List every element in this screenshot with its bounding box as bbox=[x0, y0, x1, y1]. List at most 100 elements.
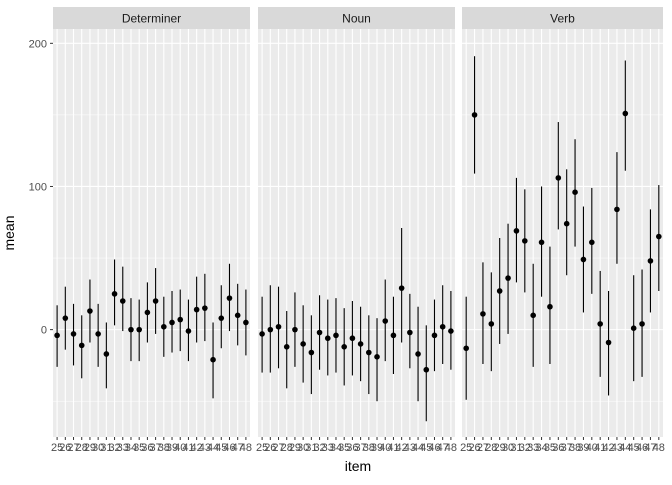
mean-point bbox=[597, 321, 603, 327]
mean-point bbox=[185, 328, 192, 334]
mean-point bbox=[267, 326, 274, 333]
x-tick-label: 40 bbox=[379, 442, 391, 454]
mean-point bbox=[193, 306, 200, 313]
mean-point bbox=[316, 329, 323, 336]
mean-point bbox=[349, 335, 356, 342]
x-tick-label: 41 bbox=[182, 442, 194, 454]
mean-point bbox=[226, 295, 233, 301]
x-tick-label: 47 bbox=[437, 442, 449, 454]
x-tick-label: 33 bbox=[117, 442, 129, 454]
facet-strip bbox=[258, 7, 455, 29]
y-tick-label: 0 bbox=[41, 325, 47, 337]
mean-point bbox=[210, 356, 216, 363]
mean-point bbox=[605, 339, 612, 346]
x-tick-label: 31 bbox=[510, 442, 522, 454]
x-tick-label: 26 bbox=[59, 442, 71, 454]
mean-point bbox=[324, 335, 331, 342]
mean-point bbox=[234, 312, 241, 319]
x-tick-label: 31 bbox=[100, 442, 112, 454]
mean-point bbox=[78, 342, 85, 349]
x-tick-label: 42 bbox=[191, 442, 203, 454]
mean-point bbox=[259, 331, 265, 337]
mean-point bbox=[407, 329, 413, 336]
panel-noun: Noun 252627282930313233343536373839404142… bbox=[256, 7, 457, 454]
x-tick-label: 47 bbox=[644, 442, 656, 454]
mean-point bbox=[505, 275, 511, 281]
x-tick-label: 43 bbox=[199, 442, 211, 454]
panel-background bbox=[53, 29, 250, 437]
x-tick-label: 46 bbox=[428, 442, 440, 454]
facet-strip bbox=[462, 7, 663, 29]
x-tick-label: 38 bbox=[363, 442, 375, 454]
x-tick-label: 45 bbox=[628, 442, 640, 454]
x-tick-label: 48 bbox=[445, 442, 457, 454]
mean-point bbox=[415, 351, 421, 357]
x-tick-label: 30 bbox=[502, 442, 514, 454]
mean-point bbox=[423, 366, 430, 373]
x-tick-label: 38 bbox=[158, 442, 170, 454]
x-tick-label: 31 bbox=[305, 442, 317, 454]
x-tick-label: 44 bbox=[207, 442, 219, 454]
x-tick-label: 26 bbox=[468, 442, 480, 454]
x-tick-label: 41 bbox=[594, 442, 606, 454]
x-tick-label: 29 bbox=[494, 442, 506, 454]
mean-point bbox=[538, 239, 545, 246]
mean-point bbox=[448, 328, 454, 334]
x-tick-label: 27 bbox=[272, 442, 284, 454]
panels-layer: Determiner252627282930313233343536373839… bbox=[51, 7, 665, 454]
x-tick-label: 40 bbox=[174, 442, 186, 454]
x-tick-label: 25 bbox=[460, 442, 472, 454]
mean-point bbox=[513, 228, 520, 234]
mean-point bbox=[103, 351, 110, 357]
mean-point bbox=[580, 256, 587, 263]
x-tick-label: 28 bbox=[485, 442, 497, 454]
x-axis-title: item bbox=[345, 458, 371, 474]
x-tick-label: 35 bbox=[133, 442, 145, 454]
x-tick-label: 45 bbox=[420, 442, 432, 454]
mean-point bbox=[54, 332, 60, 339]
mean-point bbox=[431, 332, 438, 339]
mean-point bbox=[300, 341, 306, 347]
y-tick-label: 200 bbox=[29, 38, 47, 50]
mean-point bbox=[622, 110, 629, 117]
x-tick-label: 45 bbox=[215, 442, 227, 454]
mean-point bbox=[639, 321, 645, 327]
x-tick-label: 27 bbox=[67, 442, 79, 454]
facet-strip-label: Verb bbox=[550, 12, 575, 26]
panel-verb: Verb 252627282930313233343536373839404142… bbox=[460, 7, 665, 454]
facet-strip-label: Determiner bbox=[122, 12, 181, 26]
x-tick-label: 35 bbox=[544, 442, 556, 454]
x-tick-label: 37 bbox=[354, 442, 366, 454]
x-tick-label: 25 bbox=[51, 442, 63, 454]
mean-point bbox=[169, 319, 175, 326]
mean-point bbox=[87, 308, 93, 314]
x-tick-label: 36 bbox=[552, 442, 564, 454]
panel-background bbox=[462, 29, 663, 437]
mean-point bbox=[341, 344, 347, 350]
x-tick-label: 27 bbox=[477, 442, 489, 454]
mean-point bbox=[555, 175, 562, 181]
y-axis: 0 100 200 bbox=[29, 38, 53, 337]
x-tick-label: 41 bbox=[387, 442, 399, 454]
mean-point bbox=[128, 326, 134, 333]
mean-point bbox=[308, 349, 315, 356]
x-tick-label: 36 bbox=[141, 442, 153, 454]
mean-point bbox=[496, 288, 503, 294]
x-tick-label: 33 bbox=[527, 442, 539, 454]
x-tick-label: 32 bbox=[108, 442, 120, 454]
mean-point bbox=[62, 315, 69, 321]
x-tick-label: 29 bbox=[84, 442, 96, 454]
x-tick-label: 42 bbox=[396, 442, 408, 454]
x-tick-label: 35 bbox=[338, 442, 350, 454]
mean-point bbox=[463, 345, 469, 352]
mean-point bbox=[630, 325, 637, 332]
mean-point bbox=[70, 331, 77, 337]
mean-point bbox=[333, 332, 339, 339]
y-tick-label: 100 bbox=[29, 181, 47, 193]
mean-point bbox=[275, 323, 282, 330]
x-tick-label: 37 bbox=[149, 442, 161, 454]
x-tick-label: 30 bbox=[92, 442, 104, 454]
x-tick-label: 34 bbox=[535, 442, 547, 454]
